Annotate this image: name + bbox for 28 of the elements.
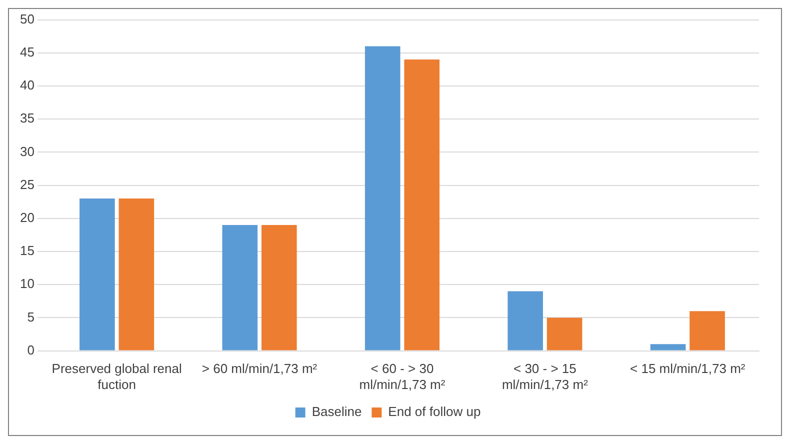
y-tick-label: 10	[20, 276, 34, 292]
y-tick-label: 45	[20, 44, 34, 60]
bar	[690, 311, 725, 350]
bar	[80, 198, 115, 350]
y-tick-label: 30	[20, 144, 34, 159]
x-tick-label: < 30 - > 15 ml/min/1,73 m²	[502, 361, 589, 392]
y-tick-label: 5	[27, 309, 34, 324]
legend-label: Baseline	[312, 404, 362, 420]
bar	[404, 60, 440, 350]
y-tick-label: 25	[20, 176, 34, 192]
bar	[508, 291, 543, 350]
y-tick-label: 35	[20, 110, 34, 126]
y-tick-label: 15	[20, 243, 34, 258]
x-tick-label: < 60 - > 30 ml/min/1,73 m²	[359, 361, 446, 392]
legend-label: End of follow up	[388, 404, 481, 420]
bar	[546, 318, 582, 350]
bar	[261, 225, 297, 350]
y-tick-label: 0	[27, 342, 34, 358]
bar	[650, 344, 686, 350]
bar	[118, 198, 154, 350]
y-tick-label: 20	[20, 210, 34, 225]
y-tick-label: 40	[20, 78, 34, 93]
x-tick-label: Preserved global renal fuction	[52, 361, 182, 392]
bar	[222, 225, 258, 350]
x-tick-label: > 60 ml/min/1,73 m²	[202, 361, 318, 376]
y-tick-label: 50	[20, 11, 34, 26]
x-tick-label: < 15 ml/min/1,73 m²	[630, 361, 746, 376]
bar	[364, 46, 400, 350]
